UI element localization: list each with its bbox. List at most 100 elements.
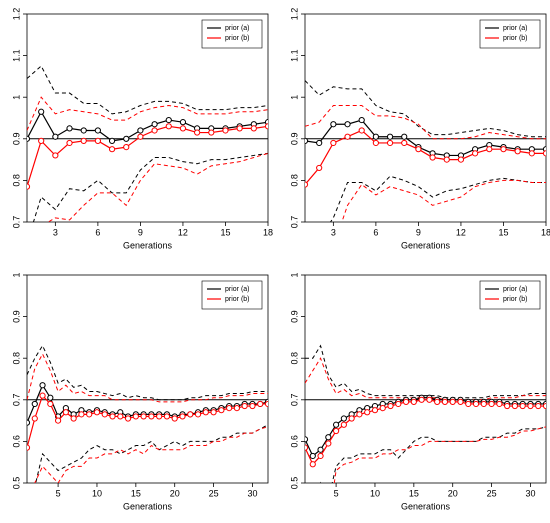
point xyxy=(372,133,379,140)
point xyxy=(124,415,132,422)
point xyxy=(401,139,408,147)
point xyxy=(179,413,186,420)
point xyxy=(194,411,202,418)
point xyxy=(387,402,394,410)
point xyxy=(364,409,371,416)
x-tick-label: 20 xyxy=(448,488,458,498)
point xyxy=(457,156,465,163)
x-tick-label: 5 xyxy=(56,488,61,498)
point xyxy=(31,400,38,408)
band-line xyxy=(27,352,268,403)
band-line xyxy=(27,344,268,401)
band-line xyxy=(34,426,268,483)
x-tick-label: 15 xyxy=(131,488,141,498)
panel: 0.50.60.70.80.915 10 15 20 25 30Generationspr… xyxy=(289,272,547,511)
band-line xyxy=(305,105,546,140)
point xyxy=(305,181,309,188)
point xyxy=(449,398,456,405)
point xyxy=(379,405,386,412)
point xyxy=(151,127,158,134)
point xyxy=(465,400,472,408)
x-tick-label: 10 xyxy=(370,488,380,498)
point xyxy=(316,139,323,147)
point xyxy=(163,413,171,420)
point xyxy=(249,402,256,410)
x-tick-label: 6 xyxy=(373,227,378,237)
point xyxy=(264,400,268,408)
point xyxy=(542,150,546,157)
point xyxy=(500,146,507,153)
band-line xyxy=(341,179,546,222)
x-tick-label: 20 xyxy=(170,488,180,498)
y-tick-label: 0.6 xyxy=(11,435,21,448)
panel: 0.7 0.8 0.9 1 1.1 1.2 3 6 9 12 15 18 Generations prio… xyxy=(11,8,273,251)
x-axis-label: Generations xyxy=(123,240,173,250)
plot-area xyxy=(305,80,546,222)
point xyxy=(418,396,425,403)
point xyxy=(358,127,365,134)
series-line xyxy=(305,399,546,466)
point xyxy=(402,398,410,405)
x-tick-label: 3 xyxy=(53,227,58,237)
point xyxy=(358,116,365,124)
point xyxy=(156,413,163,420)
x-tick-label: 9 xyxy=(138,227,143,237)
point xyxy=(47,400,54,408)
x-tick-label: 12 xyxy=(456,227,466,237)
point xyxy=(179,119,187,126)
point xyxy=(54,417,62,424)
point xyxy=(305,137,309,144)
y-tick-label: 0.9 xyxy=(289,310,299,323)
x-tick-label: 15 xyxy=(220,227,230,237)
point xyxy=(218,407,225,414)
y-tick-label: 1 xyxy=(11,272,21,277)
band-line xyxy=(305,357,546,401)
x-tick-label: 6 xyxy=(95,227,100,237)
y-tick-label: 0.6 xyxy=(289,435,299,448)
point xyxy=(66,139,73,147)
x-axis-label: Generations xyxy=(401,501,451,511)
y-tick-label: 0.8 xyxy=(11,352,21,365)
point xyxy=(222,127,229,134)
y-tick-label: 0.8 xyxy=(289,352,299,365)
point xyxy=(542,402,546,410)
plot-area xyxy=(27,65,268,222)
legend-box xyxy=(201,280,263,310)
plot-frame xyxy=(304,13,547,223)
legend-box xyxy=(479,19,541,49)
point xyxy=(179,125,187,132)
band-line xyxy=(305,80,546,138)
point xyxy=(137,133,144,140)
legend-label: prior (a) xyxy=(225,286,250,293)
point xyxy=(429,154,436,161)
x-tick-label: 25 xyxy=(209,488,219,498)
point xyxy=(236,125,243,132)
point xyxy=(208,129,215,136)
y-tick-label: 0.7 xyxy=(289,216,299,229)
x-axis-label: Generations xyxy=(123,501,173,511)
point xyxy=(38,137,45,144)
point xyxy=(527,402,534,410)
x-tick-label: 5 xyxy=(334,488,339,498)
point xyxy=(395,400,402,408)
y-tick-label: 1.2 xyxy=(289,8,299,21)
point xyxy=(123,135,130,142)
point xyxy=(109,413,116,420)
point xyxy=(528,150,535,157)
point xyxy=(250,125,257,132)
point xyxy=(344,121,351,128)
point xyxy=(386,139,394,147)
band-line xyxy=(27,96,268,131)
legend-label: prior (b) xyxy=(503,296,528,303)
point xyxy=(148,413,155,420)
point xyxy=(348,415,355,422)
point xyxy=(27,419,31,426)
point xyxy=(80,137,87,144)
point xyxy=(226,405,233,412)
point xyxy=(187,411,194,418)
plot-frame xyxy=(26,13,269,223)
point xyxy=(94,137,101,144)
y-tick-label: 0.5 xyxy=(11,477,21,490)
y-tick-label: 0.7 xyxy=(11,216,21,229)
legend-label: prior (b) xyxy=(225,35,250,42)
